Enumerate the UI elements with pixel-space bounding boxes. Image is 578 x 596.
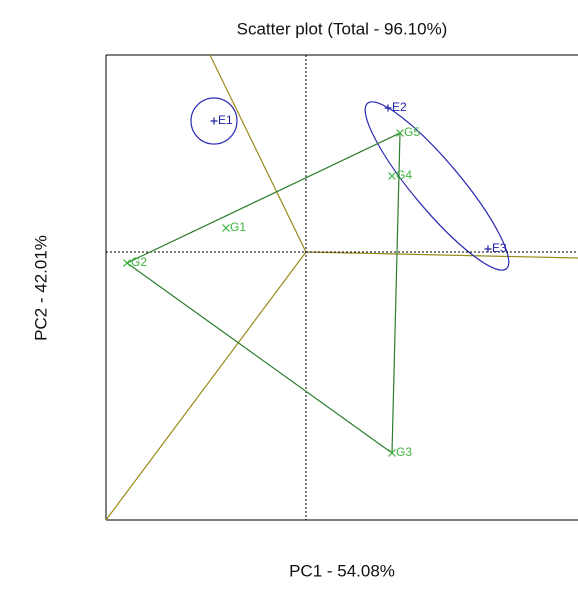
point bbox=[388, 449, 396, 457]
point bbox=[396, 129, 404, 137]
x-axis-label: PC1 - 54.08% bbox=[289, 561, 395, 580]
plot-frame bbox=[105, 54, 578, 521]
point bbox=[210, 117, 218, 125]
point-label: G4 bbox=[396, 168, 412, 182]
point-label: G1 bbox=[230, 220, 246, 234]
chart-title: Scatter plot (Total - 96.10%) bbox=[237, 19, 448, 38]
polygon bbox=[126, 132, 401, 455]
point-label: G5 bbox=[404, 125, 420, 139]
point-label: G3 bbox=[396, 445, 412, 459]
sector-lines bbox=[105, 54, 578, 521]
point bbox=[484, 245, 492, 253]
point-label: E3 bbox=[492, 241, 507, 255]
point-label: E1 bbox=[218, 113, 233, 127]
point bbox=[384, 104, 392, 112]
point-label: G2 bbox=[131, 255, 147, 269]
y-axis-label: PC2 - 42.01% bbox=[31, 235, 50, 341]
point bbox=[388, 172, 396, 180]
point bbox=[123, 259, 131, 267]
ellipses bbox=[190, 97, 510, 271]
point-label: E2 bbox=[392, 100, 407, 114]
point bbox=[222, 224, 230, 232]
